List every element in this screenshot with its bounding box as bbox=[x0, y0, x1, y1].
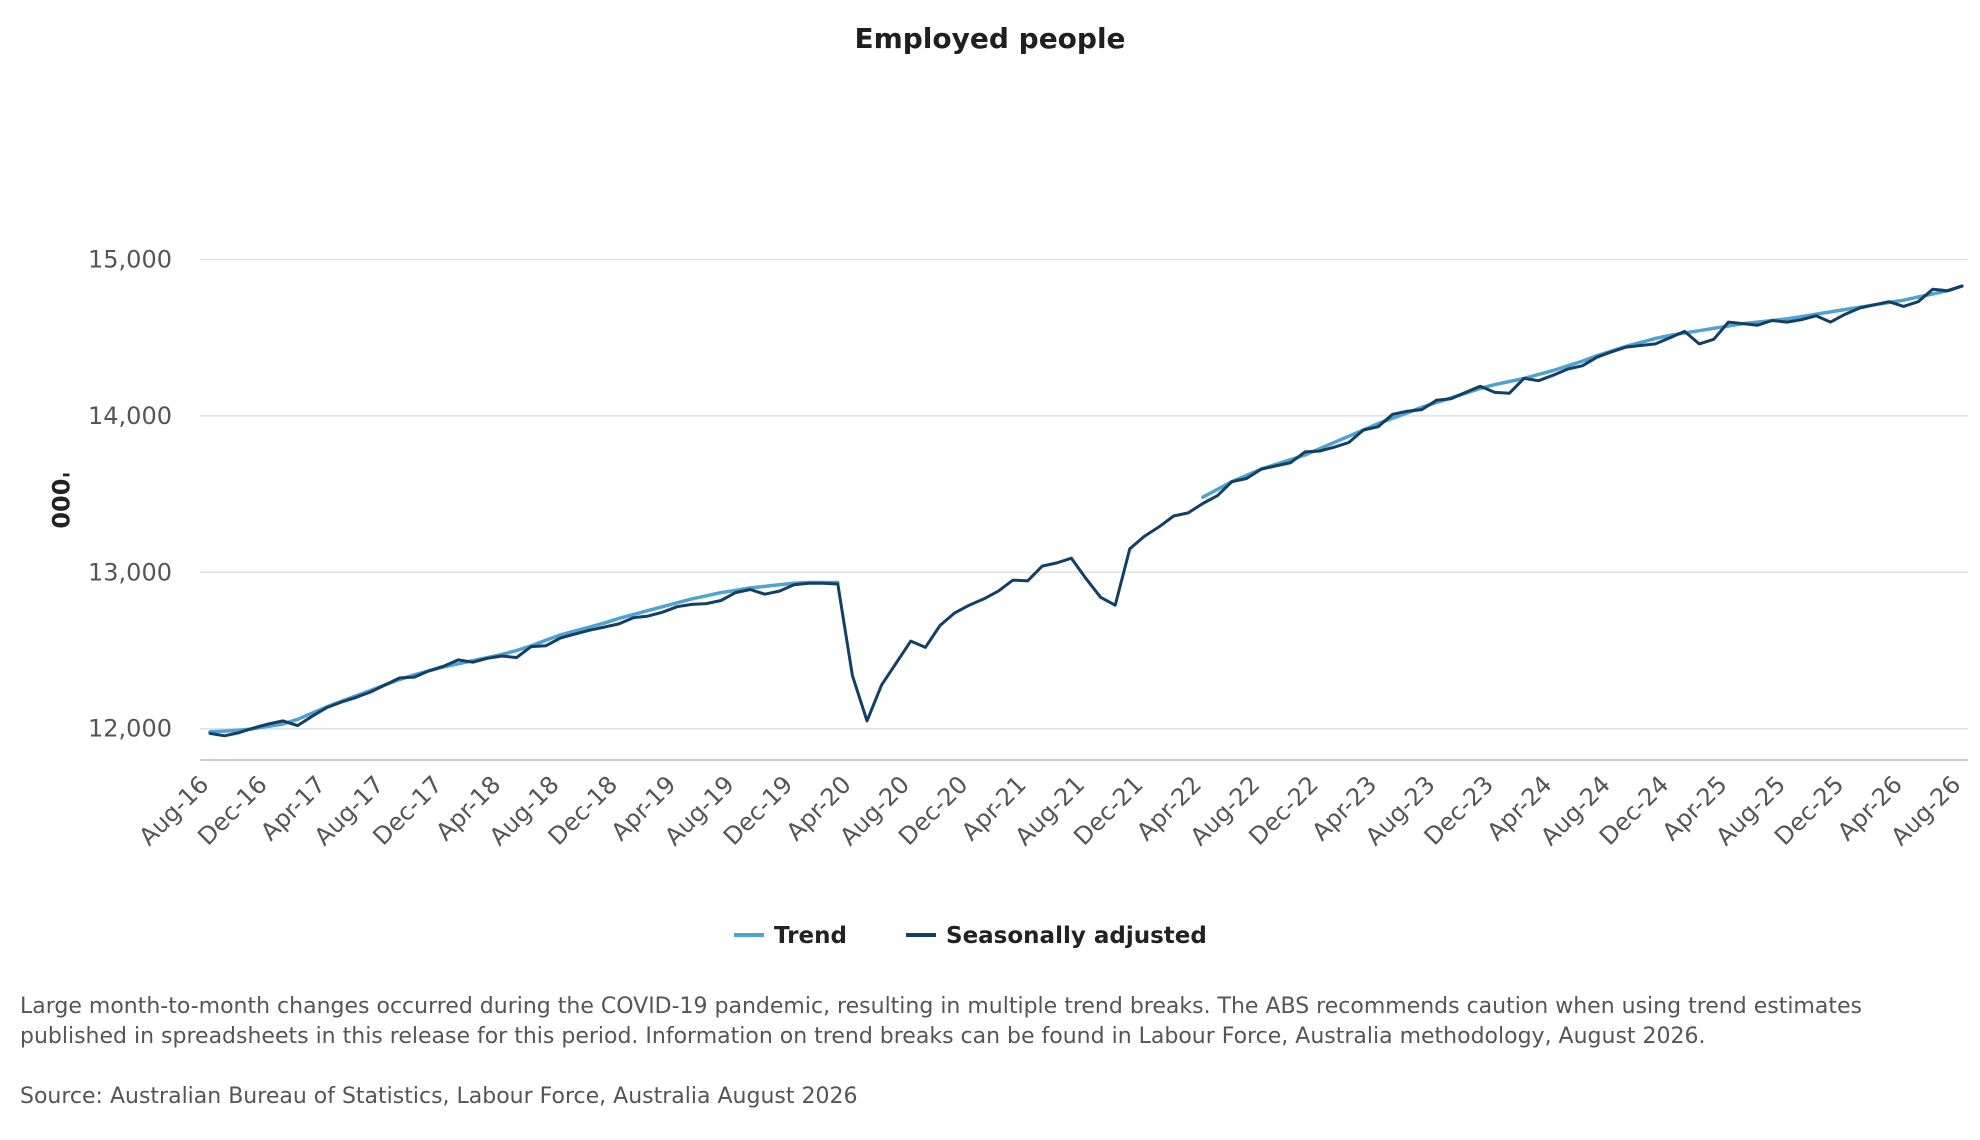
legend-label-seasonally-adjusted: Seasonally adjusted bbox=[946, 923, 1207, 949]
employed-people-chart: Employed people 12,000 13,000 14,000 15,000… bbox=[46, 22, 1968, 949]
legend-label-trend: Trend bbox=[774, 923, 847, 949]
y-tick-label: 14,000 bbox=[88, 402, 172, 430]
series-line-trend bbox=[1201, 284, 1964, 499]
legend: Trend Seasonally adjusted bbox=[734, 923, 1207, 949]
y-tick-label: 13,000 bbox=[88, 558, 172, 586]
y-axis-label: '000 bbox=[46, 471, 74, 528]
x-axis-ticks: Aug-16Dec-16Apr-17Aug-17Dec-17Apr-18Aug-… bbox=[134, 770, 1967, 851]
series-lines bbox=[208, 284, 1964, 738]
chart-note: Large month-to-month changes occurred du… bbox=[20, 994, 1862, 1049]
chart-source: Source: Australian Bureau of Statistics,… bbox=[20, 1084, 858, 1109]
series-line-seasonally-adjusted bbox=[208, 284, 1964, 738]
y-tick-label: 15,000 bbox=[88, 245, 172, 273]
series-line-trend bbox=[208, 580, 840, 734]
y-tick-label: 12,000 bbox=[88, 715, 172, 743]
y-axis-ticks: 12,000 13,000 14,000 15,000 bbox=[88, 245, 172, 742]
chart-title: Employed people bbox=[854, 22, 1125, 55]
gridlines bbox=[200, 258, 1968, 730]
